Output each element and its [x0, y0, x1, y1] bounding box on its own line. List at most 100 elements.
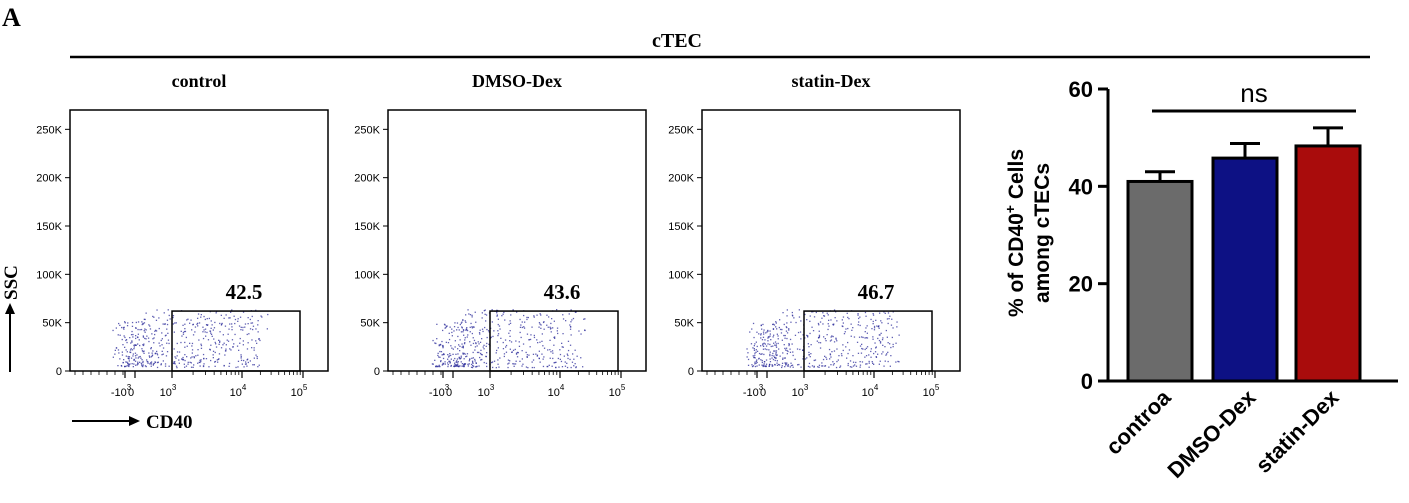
flow-event-dot [756, 345, 758, 348]
flow-event-dot [504, 319, 506, 321]
flow-event-dot [789, 351, 792, 353]
flow-event-dot [118, 322, 120, 325]
flow-event-dot [180, 341, 182, 344]
flow-event-dot [149, 356, 151, 358]
gate-percent-label: 46.7 [858, 280, 895, 304]
flow-event-dot [152, 350, 154, 352]
flow-event-dot [804, 358, 807, 360]
flow-event-dot [472, 361, 474, 363]
flow-event-dot [772, 345, 774, 347]
flow-event-dot [804, 313, 806, 316]
flow-event-dot [182, 359, 184, 361]
flow-event-dot [487, 330, 490, 332]
flow-event-dot [245, 361, 247, 363]
flow-event-dot [219, 340, 221, 342]
flow-event-dot [456, 329, 458, 331]
flow-event-dot [773, 350, 775, 352]
flow-event-dot [164, 365, 167, 367]
flow-event-dot [250, 322, 252, 324]
flow-event-dot [582, 366, 584, 368]
flow-event-dot [206, 318, 208, 320]
flow-event-dot [492, 335, 494, 338]
flow-event-dot [206, 331, 208, 334]
flow-event-dot [204, 328, 207, 330]
flow-event-dot [442, 353, 444, 356]
flow-event-dot [166, 351, 169, 353]
flow-event-dot [785, 347, 788, 349]
flow-event-dot [496, 341, 498, 343]
flow-event-dot [483, 348, 485, 350]
flow-event-dot [774, 341, 777, 343]
flow-event-dot [752, 322, 755, 325]
flow-event-dot [781, 366, 783, 369]
flow-event-dot [570, 321, 572, 323]
flow-event-dot [158, 317, 160, 319]
flow-event-dot [882, 344, 884, 346]
flow-event-dot [442, 347, 444, 349]
flow-event-dot [775, 354, 777, 357]
ssc-label: SSC [1, 265, 22, 300]
flow-event-dot [548, 364, 550, 366]
flow-event-dot [788, 328, 790, 330]
flow-event-dot [808, 346, 810, 348]
flow-event-dot [458, 329, 460, 331]
flow-event-dot [771, 357, 773, 359]
flow-event-dot [556, 330, 558, 332]
flow-event-dot [125, 365, 127, 368]
flow-event-dot [445, 325, 448, 327]
flow-event-dot [145, 338, 147, 340]
flow-event-dot [576, 355, 578, 357]
flow-event-dot [192, 324, 194, 326]
flow-event-dot [162, 360, 164, 362]
flow-event-dot [484, 309, 486, 311]
flow-event-dot [454, 346, 456, 348]
flow-event-dot [562, 314, 564, 316]
significance-label: ns [1240, 78, 1267, 108]
flow-event-dot [432, 363, 434, 365]
flow-event-dot [747, 358, 750, 361]
flow-event-dot [112, 356, 114, 358]
flow-event-dot [142, 360, 144, 363]
flow-event-dot [153, 342, 155, 344]
gate-percent-label: 43.6 [544, 280, 581, 304]
flow-event-dot [760, 324, 762, 327]
flow-event-dot [455, 353, 457, 355]
flow-event-dot [135, 327, 137, 329]
flow-event-dot [132, 333, 134, 336]
flow-event-dot [539, 361, 541, 363]
flow-event-dot [457, 335, 459, 338]
flow-event-dot [890, 324, 893, 326]
flow-event-dot [137, 361, 139, 363]
flow-event-dot [528, 339, 530, 341]
flow-y-tick-label: 250K [668, 124, 694, 136]
flow-event-dot [454, 322, 456, 324]
flow-event-dot [150, 348, 152, 350]
flow-event-dot [552, 357, 554, 360]
flow-event-dot [183, 330, 186, 333]
flow-event-dot [165, 355, 168, 357]
flow-event-dot [563, 355, 565, 357]
flow-event-dot [133, 359, 135, 361]
flow-event-dot [246, 359, 248, 361]
flow-event-dot [526, 333, 529, 335]
flow-event-dot [463, 352, 465, 355]
flow-event-dot [786, 326, 788, 329]
flow-event-dot [558, 366, 560, 368]
flow-event-dot [123, 326, 125, 328]
flow-plot-frame [387, 109, 647, 372]
flow-event-dot [883, 365, 885, 367]
flow-event-dot [459, 357, 461, 360]
flow-event-dot [175, 357, 177, 359]
flow-event-dot [785, 326, 787, 328]
flow-event-dot [818, 324, 820, 326]
flow-event-dot [859, 364, 862, 366]
flow-event-dot [463, 343, 466, 345]
flow-event-dot [753, 348, 755, 350]
flow-event-dot [445, 326, 447, 329]
flow-event-dot [447, 354, 449, 356]
flow-event-dot [242, 326, 244, 329]
flow-x-tick-label: 103 [792, 383, 809, 399]
flow-event-dot [766, 331, 768, 333]
flow-event-dot [463, 364, 465, 366]
flow-event-dot [835, 337, 837, 339]
